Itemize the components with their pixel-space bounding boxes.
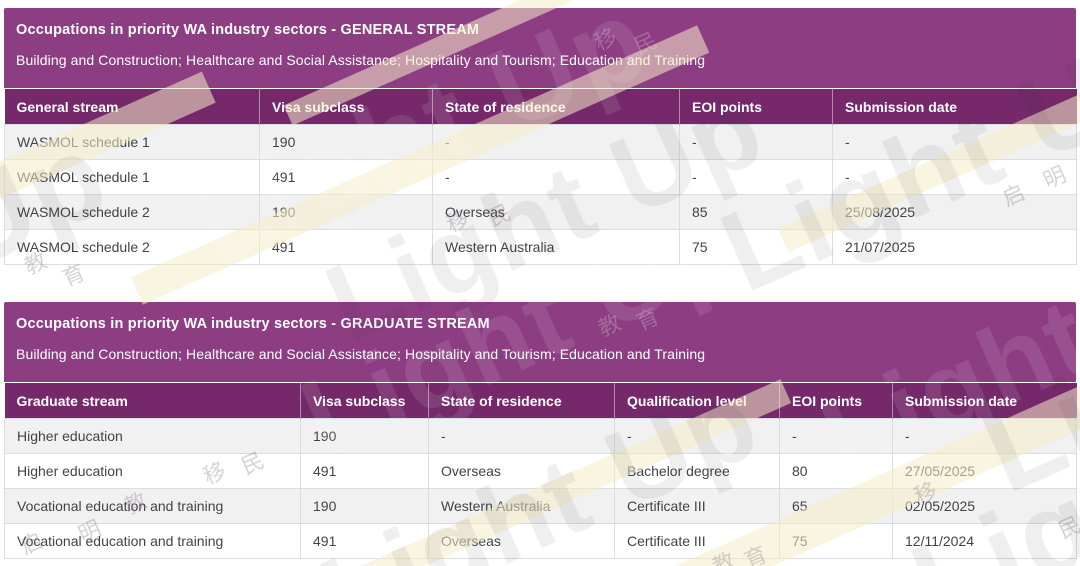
graduate-stream-table: Graduate stream Visa subclass State of res… bbox=[4, 382, 1077, 559]
table-cell: Vocational education and training bbox=[4, 523, 301, 559]
table-cell: WASMOL schedule 1 bbox=[4, 159, 260, 195]
general-stream-banner: Occupations in priority WA industry sect… bbox=[4, 8, 1076, 88]
general-stream-table: General stream Visa subclass State of resi… bbox=[4, 88, 1077, 265]
table-cell: 190 bbox=[300, 488, 429, 524]
column-header: Visa subclass bbox=[259, 88, 433, 125]
table-cell: - bbox=[779, 418, 893, 454]
table-cell: 25/08/2025 bbox=[832, 194, 1077, 230]
table-cell: - bbox=[428, 418, 615, 454]
table-title: Occupations in priority WA industry sect… bbox=[16, 22, 480, 38]
table-cell: 80 bbox=[779, 453, 893, 489]
table-cell: Certificate III bbox=[614, 523, 780, 559]
header-row: Graduate stream Visa subclass State of res… bbox=[4, 382, 1077, 419]
table-cell: - bbox=[832, 124, 1077, 160]
table-row: WASMOL schedule 2 190 Overseas 85 25/08/2025 bbox=[4, 194, 1077, 230]
column-header: Submission date bbox=[832, 88, 1077, 125]
table-cell: 190 bbox=[300, 418, 429, 454]
table-cell: WASMOL schedule 2 bbox=[4, 194, 260, 230]
column-header: General stream bbox=[4, 88, 260, 125]
column-header: Graduate stream bbox=[4, 382, 301, 419]
table-cell: Bachelor degree bbox=[614, 453, 780, 489]
table-subtitle: Building and Construction; Healthcare an… bbox=[16, 346, 706, 362]
table-cell: 27/05/2025 bbox=[892, 453, 1077, 489]
table-cell: - bbox=[679, 159, 833, 195]
table-cell: 190 bbox=[259, 194, 433, 230]
table-cell: 491 bbox=[300, 523, 429, 559]
table-cell: Vocational education and training bbox=[4, 488, 301, 524]
table-cell: WASMOL schedule 2 bbox=[4, 229, 260, 265]
table-cell: 491 bbox=[259, 159, 433, 195]
table-cell: 21/07/2025 bbox=[832, 229, 1077, 265]
table-cell: 491 bbox=[300, 453, 429, 489]
table-cell: 75 bbox=[779, 523, 893, 559]
table-cell: 02/05/2025 bbox=[892, 488, 1077, 524]
table-row: WASMOL schedule 1 491- - - bbox=[4, 159, 1077, 195]
column-header: Visa subclass bbox=[300, 382, 429, 419]
table-cell: - bbox=[892, 418, 1077, 454]
table-cell: 85 bbox=[679, 194, 833, 230]
table-cell: 75 bbox=[679, 229, 833, 265]
general-stream-section: Occupations in priority WA industry sect… bbox=[4, 8, 1077, 265]
table-cell: Certificate III bbox=[614, 488, 780, 524]
column-header: Submission date bbox=[892, 382, 1077, 419]
table-cell: Overseas bbox=[432, 194, 680, 230]
table-cell: - bbox=[832, 159, 1077, 195]
table-cell: Higher education bbox=[4, 418, 301, 454]
table-cell: WASMOL schedule 1 bbox=[4, 124, 260, 160]
header-row: General stream Visa subclass State of resi… bbox=[4, 88, 1077, 125]
table-row: WASMOL schedule 1 190- - - bbox=[4, 124, 1077, 160]
column-header: EOI points bbox=[679, 88, 833, 125]
graduate-stream-section: Occupations in priority WA industry sect… bbox=[4, 302, 1077, 559]
table-subtitle: Building and Construction; Healthcare an… bbox=[16, 52, 706, 68]
table-title: Occupations in priority WA industry sect… bbox=[16, 316, 490, 332]
table-row: Vocational education and training 190 West… bbox=[4, 488, 1077, 524]
column-header: State of residence bbox=[428, 382, 615, 419]
column-header: EOI points bbox=[779, 382, 893, 419]
table-cell: Overseas bbox=[428, 523, 615, 559]
table-cell: 12/11/2024 bbox=[892, 523, 1077, 559]
table-row: Higher education 190- - - - bbox=[4, 418, 1077, 454]
table-cell: - bbox=[432, 159, 680, 195]
column-header: State of residence bbox=[432, 88, 680, 125]
table-row: Vocational education and training 491 Over… bbox=[4, 523, 1077, 559]
table-cell: Western Australia bbox=[428, 488, 615, 524]
table-cell: 491 bbox=[259, 229, 433, 265]
table-cell: - bbox=[614, 418, 780, 454]
table-cell: Western Australia bbox=[432, 229, 680, 265]
table-cell: 65 bbox=[779, 488, 893, 524]
table-cell: Higher education bbox=[4, 453, 301, 489]
table-row: Higher education 491 Overseas Bachelor degr… bbox=[4, 453, 1077, 489]
graduate-stream-banner: Occupations in priority WA industry sect… bbox=[4, 302, 1076, 382]
column-header: Qualification level bbox=[614, 382, 780, 419]
table-row: WASMOL schedule 2 491 Western Australia 75 2… bbox=[4, 229, 1077, 265]
table-cell: - bbox=[679, 124, 833, 160]
table-cell: Overseas bbox=[428, 453, 615, 489]
table-cell: - bbox=[432, 124, 680, 160]
table-cell: 190 bbox=[259, 124, 433, 160]
